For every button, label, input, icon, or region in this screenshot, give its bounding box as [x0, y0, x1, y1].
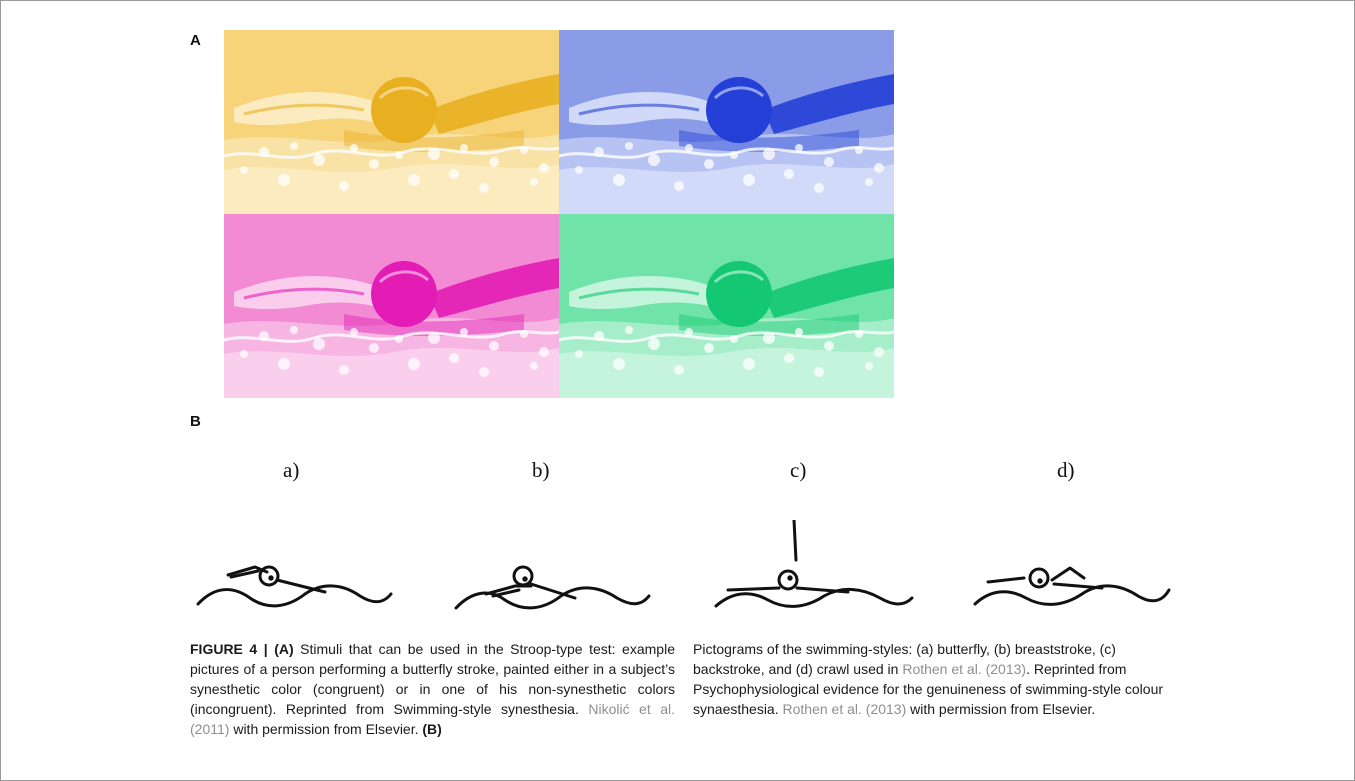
crawl-pictogram-icon: [973, 566, 1171, 606]
panel-label-b: B: [190, 413, 201, 430]
butterfly-pictogram-icon: [196, 565, 393, 608]
swimmer-photo-green: [559, 214, 894, 398]
caption-text-5: with permission from Elsevier.: [906, 701, 1096, 717]
swimmer-photo-yellow: [224, 30, 559, 214]
figure-label: FIGURE 4 | (A): [190, 641, 294, 657]
reference-link-nikolic[interactable]: Nikolić et al. (2011): [190, 701, 675, 737]
reference-link-rothen-2[interactable]: Rothen et al. (2013): [782, 701, 907, 717]
photo-tile-blue: [559, 30, 894, 214]
photo-tile-yellow: [224, 30, 559, 214]
reference-link-rothen-1[interactable]: Rothen et al. (2013): [902, 661, 1027, 677]
swimmer-photo-blue: [559, 30, 894, 214]
photo-tile-pink: [224, 214, 559, 398]
panel-label-a: A: [190, 32, 201, 49]
swimmer-photo-grid: [224, 30, 894, 398]
panel-b-reference: (B): [422, 721, 442, 737]
caption-text-2: with permission from Elsevier.: [229, 721, 423, 737]
style-label-a: a): [283, 458, 300, 482]
photo-tile-green: [559, 214, 894, 398]
figure-caption-right: Pictograms of the swimming-styles: (a) b…: [693, 639, 1175, 719]
caption-text-4: . Reprinted from Psychophysiological evi…: [693, 661, 1164, 717]
backstroke-pictogram-icon: [714, 520, 914, 608]
style-label-d: d): [1057, 458, 1075, 482]
figure-caption-left: FIGURE 4 | (A) Stimuli that can be used …: [190, 639, 675, 739]
caption-text-1: Stimuli that can be used in the Stroop-t…: [190, 641, 675, 717]
swimmer-photo-pink: [224, 214, 559, 398]
style-label-c: c): [790, 458, 807, 482]
caption-text-3: Pictograms of the swimming-styles: (a) b…: [693, 641, 1116, 677]
style-label-b: b): [532, 458, 550, 482]
breaststroke-pictogram-icon: [454, 565, 651, 610]
